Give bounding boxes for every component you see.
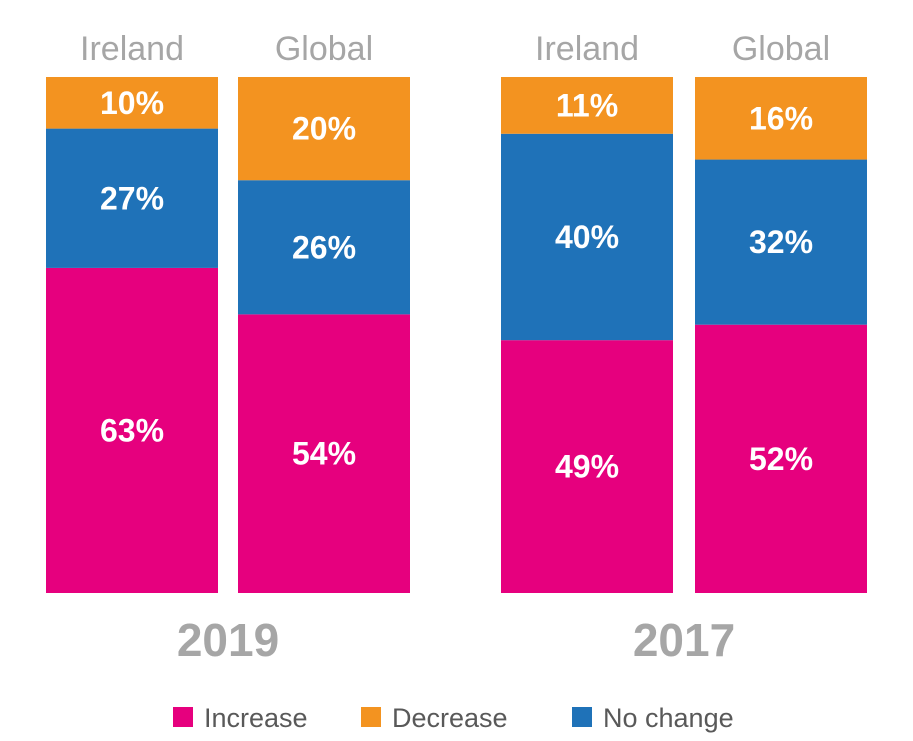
bars-layer (46, 77, 867, 593)
value-label-2019-global-decrease: 20% (292, 111, 356, 147)
year-label-2019: 2019 (177, 614, 279, 666)
legend-swatch-increase (173, 707, 193, 727)
legend-label-increase: Increase (204, 703, 308, 733)
bar-2019-global-decrease (238, 77, 410, 181)
value-label-2017-global-decrease: 16% (749, 100, 813, 136)
legend-swatch-no-change (572, 707, 592, 727)
legend-item-no-change: No change (572, 703, 734, 733)
bar-2019-ireland-no-change (46, 128, 218, 268)
bar-2017-ireland-decrease (501, 77, 673, 134)
legend-label-no-change: No change (603, 703, 734, 733)
value-label-2017-global-no-change: 32% (749, 224, 813, 260)
legend: Increase Decrease No change (173, 703, 734, 733)
value-label-2019-global-no-change: 26% (292, 229, 356, 265)
labels-layer: 63% 27% 10% Ireland 54% 26% 20% Global 49% 40% 11%… (80, 30, 830, 666)
value-label-2017-ireland-increase: 49% (555, 449, 619, 485)
bar-2017-global-increase (695, 324, 867, 593)
bar-2019-global-increase (238, 314, 410, 593)
category-label-2019-ireland: Ireland (80, 30, 184, 68)
bar-2019-global-no-change (238, 180, 410, 315)
value-label-2019-ireland-no-change: 27% (100, 180, 164, 216)
bar-2019-ireland-decrease (46, 77, 218, 129)
value-label-2017-ireland-no-change: 40% (555, 219, 619, 255)
bar-2017-global-decrease (695, 77, 867, 160)
legend-label-decrease: Decrease (392, 703, 508, 733)
bar-2017-ireland-increase (501, 340, 673, 593)
category-label-2019-global: Global (275, 30, 373, 68)
legend-swatch-decrease (361, 707, 381, 727)
bar-2019-ireland-increase (46, 267, 218, 593)
bar-2017-ireland-no-change (501, 133, 673, 341)
bar-2017-global-no-change (695, 159, 867, 325)
value-label-2017-ireland-decrease: 11% (556, 87, 618, 123)
category-label-2017-ireland: Ireland (535, 30, 639, 68)
category-label-2017-global: Global (732, 30, 830, 68)
legend-item-decrease: Decrease (361, 703, 508, 733)
legend-item-increase: Increase (173, 703, 308, 733)
value-label-2019-ireland-decrease: 10% (100, 85, 164, 121)
value-label-2019-ireland-increase: 63% (100, 412, 164, 448)
year-label-2017: 2017 (633, 614, 735, 666)
value-label-2019-global-increase: 54% (292, 436, 356, 472)
value-label-2017-global-increase: 52% (749, 441, 813, 477)
